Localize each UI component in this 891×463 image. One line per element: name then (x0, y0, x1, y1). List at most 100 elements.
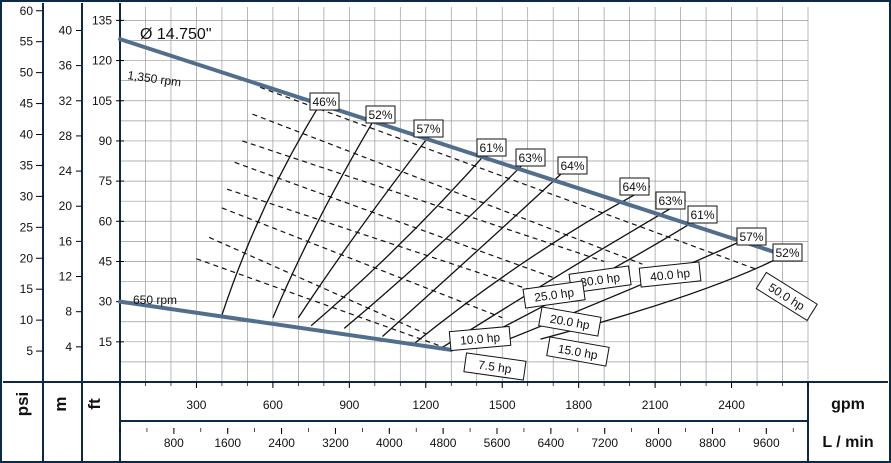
ft-tick-label: 30 (99, 295, 113, 309)
m-tick-label: 40 (59, 23, 73, 37)
efficiency-label-text: 64% (560, 159, 584, 173)
diameter-label: Ø 14.750" (140, 26, 212, 43)
power-curve (196, 258, 452, 351)
m-tick-label: 36 (59, 59, 73, 73)
psi-tick-label: 40 (20, 128, 34, 142)
power-label: 15.0 hp (546, 336, 610, 367)
power-curve (234, 161, 554, 279)
efficiency-curve (297, 129, 434, 319)
gpm-tick-label: 1800 (565, 398, 592, 412)
m-tick-label: 24 (59, 164, 73, 178)
psi-tick-label: 25 (20, 220, 34, 234)
psi-tick-label: 10 (20, 313, 34, 327)
ft-tick-label: 45 (99, 254, 113, 268)
efficiency-label-text: 57% (739, 230, 763, 244)
lpm-tick-label: 6400 (538, 436, 565, 450)
speed-curve (118, 299, 454, 352)
gpm-tick-label: 2400 (718, 398, 745, 412)
efficiency-label-text: 64% (622, 180, 646, 194)
efficiency-label-box (515, 148, 546, 167)
lpm-tick-label: 800 (164, 436, 184, 450)
efficiency-label-box (772, 243, 803, 262)
gpm-unit-label: gpm (831, 396, 865, 413)
power-label-box (463, 352, 527, 381)
lpm-unit-label: L / min (822, 434, 873, 451)
psi-tick-label: 45 (20, 97, 34, 111)
power-label-text: 40.0 hp (649, 266, 691, 284)
ft-tick-label: 105 (92, 94, 112, 108)
power-label-text: 20.0 hp (549, 312, 591, 333)
m-tick-label: 12 (59, 270, 73, 284)
power-label: 30.0 hp (568, 265, 632, 294)
m-tick-label: 28 (59, 129, 73, 143)
psi-tick-label: 15 (20, 282, 34, 296)
psi-tick-label: 55 (20, 35, 34, 49)
efficiency-label-text: 52% (775, 246, 799, 260)
power-label-text: 15.0 hp (557, 342, 599, 363)
lpm-tick-label: 8000 (645, 436, 672, 450)
psi-tick-label: 50 (20, 66, 34, 80)
power-label: 10.0 hp (448, 325, 512, 352)
power-label: 20.0 hp (538, 306, 602, 337)
power-label-text: 7.5 hp (477, 358, 512, 377)
lpm-tick-label: 5600 (484, 436, 511, 450)
gpm-tick-label: 900 (339, 398, 359, 412)
curves (118, 37, 798, 352)
speed-label-low: 650 rpm (133, 293, 177, 307)
m-tick-label: 4 (65, 340, 72, 354)
efficiency-label: 64% (619, 177, 650, 196)
efficiency-label-text: 61% (690, 208, 714, 222)
efficiency-label-box (557, 156, 588, 175)
lpm-tick-label: 1600 (214, 436, 241, 450)
efficiency-label: 57% (413, 119, 444, 138)
gpm-tick-label: 1500 (489, 398, 516, 412)
power-label: 25.0 hp (522, 280, 586, 309)
power-label: 40.0 hp (638, 261, 702, 288)
efficiency-label-box (687, 205, 718, 224)
efficiency-curve (221, 97, 325, 316)
efficiency-label: 63% (515, 148, 546, 167)
psi-unit-label: psi (13, 392, 32, 417)
speed-curve (118, 37, 798, 261)
efficiency-label: 57% (736, 227, 767, 246)
power-label-box (538, 306, 602, 337)
efficiency-label: 52% (365, 105, 396, 124)
efficiency-label-box (476, 138, 507, 157)
power-label-box (448, 325, 512, 352)
efficiency-label-box (619, 177, 650, 196)
gpm-tick-label: 1200 (412, 398, 439, 412)
power-curve (208, 236, 427, 335)
efficiency-label: 63% (655, 191, 686, 210)
power-curve (242, 140, 605, 263)
gpm-tick-label: 600 (263, 398, 283, 412)
gpm-tick-label: 300 (186, 398, 206, 412)
efficiency-label-box (365, 105, 396, 124)
ft-tick-label: 75 (99, 174, 113, 188)
psi-tick-label: 5 (26, 344, 33, 358)
power-curve (252, 113, 643, 265)
m-unit-label: m (51, 396, 70, 411)
efficiency-label-text: 57% (416, 122, 440, 136)
power-label-text: 30.0 hp (579, 270, 621, 289)
m-tick-label: 32 (59, 94, 73, 108)
power-curve (226, 188, 567, 303)
m-tick-label: 16 (59, 234, 73, 248)
lpm-tick-label: 4000 (376, 436, 403, 450)
efficiency-label: 64% (557, 156, 588, 175)
efficiency-label-text: 63% (518, 151, 542, 165)
efficiency-curve (272, 113, 378, 318)
axes: 15 30 45 60 75 90 105 120 135 5 10 15 20 25 30 35 40 45 50… (3, 3, 888, 461)
efficiency-label-box (655, 191, 686, 210)
m-tick-label: 20 (59, 199, 73, 213)
efficiency-curve (382, 161, 575, 337)
psi-tick-label: 35 (20, 158, 34, 172)
ft-tick-label: 135 (92, 13, 112, 27)
efficiency-label-box (736, 227, 767, 246)
ft-tick-label: 15 (99, 335, 113, 349)
power-label-text: 25.0 hp (533, 285, 575, 304)
m-tick-label: 8 (65, 305, 72, 319)
efficiency-label: 46% (309, 92, 340, 111)
lpm-tick-label: 2400 (268, 436, 295, 450)
lpm-tick-label: 3200 (322, 436, 349, 450)
